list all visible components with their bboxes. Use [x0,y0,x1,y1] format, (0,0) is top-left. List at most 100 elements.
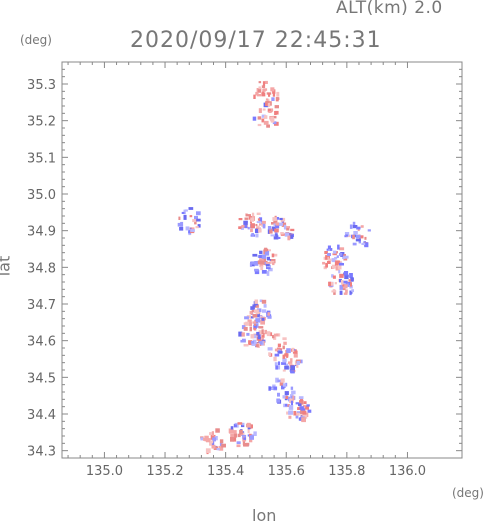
echo-cell [188,207,194,210]
echo-cell [258,330,264,336]
echo-cell [266,331,271,337]
echo-cell [271,253,275,258]
echo-cell [250,223,255,229]
echo-cell [262,108,266,111]
echo-cell [261,118,265,123]
echo-cell [243,443,246,447]
echo-cell [349,285,353,289]
echo-cell [339,247,345,251]
echo-cell [263,120,269,125]
echo-cell [274,110,279,115]
echo-cell [272,217,277,221]
echo-cell [271,97,275,101]
echo-cell [259,258,264,261]
echo-cell [267,312,270,316]
echo-cell [352,221,356,226]
echo-cell [332,289,336,293]
echo-cell [299,406,304,410]
echo-cell [287,235,291,241]
echo-cell [219,439,224,444]
echo-cell [332,275,336,279]
echo-cell [344,232,350,237]
y-tick-label: 35.0 [27,188,56,203]
echo-cell [284,365,289,370]
echo-cell [249,438,253,443]
echo-cell [256,331,260,335]
echo-cell [290,228,295,232]
echo-cell [247,434,250,437]
echo-cell [210,440,214,444]
echo-cell [285,404,290,407]
echo-cell [258,326,264,329]
echo-cell [272,89,276,94]
echo-cell [286,228,290,231]
echo-cell [323,256,326,260]
echo-cell [270,234,276,237]
axis-ticks: 34.3 34.4 34.5 34.6 34.7 34.8 34.9 35.0 35.1 35.2… [27,62,462,479]
echo-cell [284,391,289,396]
echo-cell [331,274,334,278]
echo-cell [272,262,275,266]
echo-cell [261,317,265,321]
echo-cell [256,221,261,224]
echo-cell [252,304,256,308]
echo-cell [273,335,277,340]
echo-cell [339,252,343,256]
echo-cell [248,340,253,346]
echo-cell [259,250,263,255]
echo-cell [325,255,328,260]
echo-cell [324,251,328,255]
echo-cell [280,232,284,235]
echo-cell [246,332,250,336]
echo-cell [247,428,250,434]
echo-cell [243,326,248,331]
x-tick-label: 135.0 [86,464,123,479]
echo-cell [255,344,259,348]
echo-cell [275,377,279,383]
echo-cell [335,260,340,265]
echo-cell [282,354,286,359]
echo-cell [339,263,344,266]
echo-cell [284,353,289,357]
y-tick-label: 34.3 [27,445,56,460]
echo-cell [255,318,261,323]
echo-cell [249,310,253,315]
echo-cell [251,233,255,237]
echo-cell [345,234,348,237]
echo-cell [346,283,350,287]
echo-cell [238,218,243,221]
echo-cell [282,345,285,350]
echo-cell [180,221,184,227]
echo-cell [273,223,277,226]
echo-cell [274,353,280,357]
echo-cell [348,279,351,282]
echo-cell [356,226,361,230]
echo-cell [251,261,256,265]
echo-cell [196,218,201,222]
echo-cell [243,220,248,225]
echo-cell [264,115,268,119]
echo-cell [183,214,187,220]
echo-cell [277,236,281,239]
echo-cell [266,310,271,314]
echo-cell [325,262,328,268]
echo-cell [306,404,310,407]
echo-cell [255,91,259,96]
echo-cell [264,247,268,252]
echo-cell [230,434,235,439]
echo-cell [254,269,260,275]
echo-cell [348,282,351,287]
echo-cell [352,242,357,246]
echo-cell [329,248,333,251]
x-tick-label: 135.6 [268,464,305,479]
x-tick-label: 135.4 [207,464,244,479]
echo-cell [261,254,267,259]
echo-cell [335,266,340,271]
echo-cell [290,370,295,374]
echo-cell [212,437,216,442]
echo-cell [333,290,336,295]
echo-cell [327,245,331,250]
echo-cell [284,232,289,237]
y-tick-label: 35.1 [27,151,56,166]
echo-cell [282,395,286,399]
